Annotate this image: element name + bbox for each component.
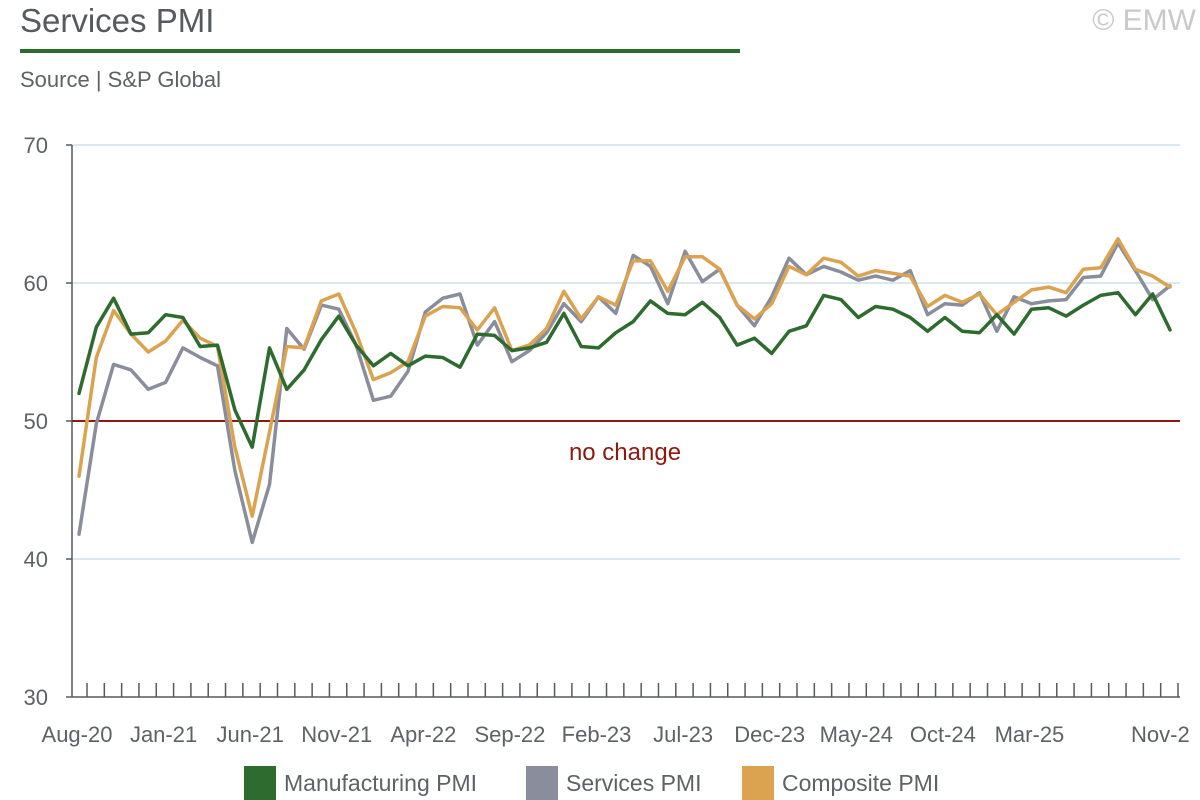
y-tick-label: 50 [24, 409, 48, 434]
label-layer: 30 40 50 60 70 Aug-20 Jan-21 Jun-21 Nov-21 Apr-22… [24, 133, 1190, 747]
legend-item: Composite PMI [742, 766, 939, 800]
x-tick-label: Jun-21 [217, 722, 284, 747]
series-line-services-pmi [77, 241, 1172, 545]
legend-item: Services PMI [526, 766, 701, 800]
x-tick-label: May-24 [820, 722, 893, 747]
legend-swatch [526, 766, 558, 800]
page-title: Services PMI [20, 2, 215, 39]
y-tick-label: 70 [24, 133, 48, 158]
x-tick-label: Feb-23 [562, 722, 632, 747]
title-rule [20, 49, 740, 53]
x-tick-label: Aug-20 [42, 722, 113, 747]
copyright-mark: © EMW [1092, 4, 1196, 37]
x-tick-label: Nov-2 [1131, 722, 1190, 747]
x-tick-label: Dec-23 [734, 722, 805, 747]
legend-label: Manufacturing PMI [284, 769, 478, 796]
legend-swatch [244, 766, 276, 800]
x-tick-label: Jan-21 [130, 722, 197, 747]
grid-layer [72, 144, 1180, 560]
y-tick-label: 60 [24, 271, 48, 296]
legend-swatch [742, 766, 774, 800]
series-layer [77, 237, 1172, 545]
x-tick-label: Mar-25 [995, 722, 1065, 747]
y-tick-label: 30 [24, 685, 48, 710]
legend-label: Composite PMI [782, 769, 940, 796]
no-change-label: no change [569, 439, 681, 466]
series-line-manufacturing-pmi [77, 290, 1172, 449]
x-tick-label: Oct-24 [910, 722, 976, 747]
y-tick-label: 40 [24, 547, 48, 572]
x-tick-label: Sep-22 [474, 722, 545, 747]
source-label: Source | S&P Global [20, 67, 221, 92]
line-chart: 30 40 50 60 70 Aug-20 Jan-21 Jun-21 Nov-21 Apr-22… [24, 133, 1190, 747]
x-tick-label: Jul-23 [653, 722, 713, 747]
x-tick-label: Apr-22 [390, 722, 456, 747]
chart-legend: Manufacturing PMI Services PMI Composite P… [0, 766, 1200, 800]
legend-label: Services PMI [566, 769, 702, 796]
legend-item: Manufacturing PMI [244, 766, 477, 800]
series-line-composite-pmi [77, 237, 1172, 518]
x-tick-label: Nov-21 [301, 722, 372, 747]
